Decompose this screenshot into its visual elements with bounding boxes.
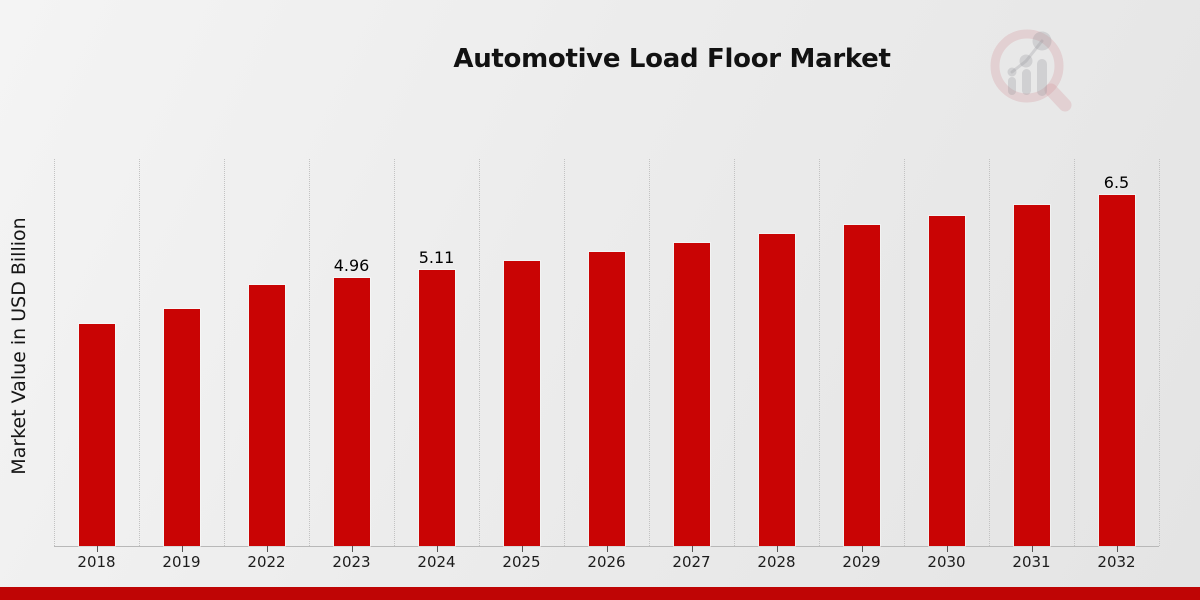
gridline (734, 159, 735, 546)
x-tick-label: 2027 (672, 553, 711, 571)
x-tick (1031, 546, 1033, 552)
bar (928, 215, 965, 546)
gridline (309, 159, 310, 546)
magnifier-ring-icon (990, 29, 1064, 103)
x-tick (521, 546, 523, 552)
x-tick (691, 546, 693, 552)
chart-title: Automotive Load Floor Market (453, 44, 891, 74)
x-tick (1116, 546, 1118, 552)
bar-value-label: 4.96 (333, 255, 370, 275)
x-tick-label: 2029 (842, 553, 881, 571)
bar (843, 224, 880, 546)
bar (673, 242, 710, 546)
x-tick (96, 546, 98, 552)
x-tick-label: 2028 (757, 553, 796, 571)
gridline (564, 159, 565, 546)
x-tick-label: 2022 (247, 553, 286, 571)
bar (248, 284, 285, 546)
bar (78, 323, 115, 546)
y-axis-label: Market Value in USD Billion (8, 217, 30, 475)
gridline (394, 159, 395, 546)
bar (163, 309, 200, 546)
gridline (224, 159, 225, 546)
x-tick (351, 546, 353, 552)
x-tick (266, 546, 268, 552)
x-tick (861, 546, 863, 552)
bar (418, 269, 455, 546)
x-tick-label: 2026 (587, 553, 626, 571)
x-tick-label: 2019 (162, 553, 201, 571)
x-tick (436, 546, 438, 552)
gridline (649, 159, 650, 546)
gridline (989, 159, 990, 546)
bar-value-label: 5.11 (418, 247, 455, 267)
x-tick (181, 546, 183, 552)
x-tick (946, 546, 948, 552)
bar (588, 251, 625, 546)
x-tick-label: 2030 (927, 553, 966, 571)
magnifier-handle-icon (1044, 83, 1072, 112)
bar (333, 277, 370, 546)
gridline (904, 159, 905, 546)
x-tick (776, 546, 778, 552)
x-tick-label: 2031 (1012, 553, 1051, 571)
x-tick-label: 2025 (502, 553, 541, 571)
bar-value-label: 6.5 (1103, 172, 1130, 192)
gridline (479, 159, 480, 546)
bar (1013, 204, 1050, 546)
x-tick-label: 2024 (417, 553, 456, 571)
x-tick (606, 546, 608, 552)
gridline (1074, 159, 1075, 546)
trend-line-dots-icon (1007, 31, 1052, 77)
magnifier-growth-chart-watermark-icon (990, 29, 1072, 112)
gridline (139, 159, 140, 546)
gridline (819, 159, 820, 546)
bar (758, 233, 795, 546)
x-tick-label: 2023 (332, 553, 371, 571)
gridline (54, 159, 55, 546)
bar-chart-glyph-icon (1008, 59, 1047, 96)
x-tick-label: 2018 (77, 553, 116, 571)
x-tick-label: 2032 (1097, 553, 1136, 571)
bar (503, 261, 540, 546)
gridline (1159, 159, 1160, 546)
footer-accent-bar (0, 587, 1200, 600)
bar (1098, 194, 1135, 546)
